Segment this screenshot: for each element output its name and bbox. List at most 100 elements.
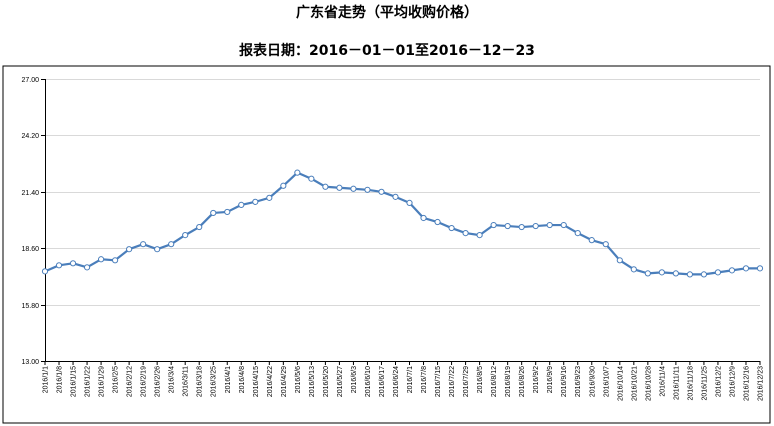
data-point (224, 208, 231, 216)
data-point (252, 198, 259, 205)
x-tick-label: 2016/4/15 (253, 366, 260, 397)
y-tick-label: 24.20 (21, 133, 39, 140)
data-point (686, 271, 694, 278)
data-point (756, 265, 764, 272)
data-point (560, 221, 567, 229)
x-tick-label: 2016/7/1 (407, 366, 414, 393)
data-point (714, 269, 722, 276)
x-tick-label: 2016/12/23 (758, 366, 765, 401)
data-point (266, 194, 273, 201)
x-tick-label: 2016/11/11 (673, 366, 680, 400)
data-point (168, 241, 175, 248)
x-tick-label: 2016/9/23 (575, 366, 582, 397)
data-point (532, 222, 539, 230)
data-point (700, 271, 708, 278)
x-tick-label: 2016/3/25 (211, 366, 218, 397)
x-tick-label: 2016/1/29 (99, 366, 106, 397)
data-point (210, 209, 217, 217)
x-tick-label: 2016/9/2 (533, 366, 540, 393)
x-tick-label: 2016/7/15 (435, 366, 442, 397)
y-tick-label: 18.60 (21, 246, 39, 253)
x-tick-label: 2016/10/28 (645, 366, 652, 401)
data-point (182, 232, 189, 239)
data-point (574, 229, 581, 237)
x-tick-label: 2016/11/25 (701, 366, 708, 401)
data-point (448, 224, 455, 232)
x-tick-label: 2016/9/9 (547, 366, 554, 393)
x-tick-label: 2016/9/16 (561, 366, 568, 397)
data-point (728, 267, 736, 274)
x-tick-label: 2016/7/29 (463, 366, 470, 397)
data-point (378, 188, 385, 195)
x-tick-label: 2016/4/1 (225, 366, 232, 393)
data-point (126, 246, 133, 253)
x-tick-label: 2016/5/27 (337, 366, 344, 397)
x-tick-label: 2016/5/6 (295, 366, 302, 393)
x-tick-label: 2016/2/19 (141, 366, 148, 397)
x-tick-label: 2016/12/9 (729, 366, 736, 397)
data-point (546, 221, 553, 229)
x-tick-label: 2016/11/4 (659, 366, 666, 397)
data-point (140, 241, 147, 248)
x-tick-label: 2016/3/4 (169, 366, 176, 393)
x-tick-label: 2016/8/12 (491, 366, 498, 397)
x-tick-label: 2016/7/22 (449, 366, 456, 397)
chart-title: 广东省走势（平均收购价格） (296, 5, 478, 21)
data-point (41, 268, 49, 275)
x-tick-label: 2016/6/24 (393, 366, 400, 397)
x-tick-label: 2016/2/12 (127, 366, 134, 397)
data-point (196, 223, 203, 231)
chart-subtitle: 报表日期：2016－01－01至2016－12－23 (239, 43, 535, 59)
x-tick-label: 2016/4/22 (267, 366, 274, 397)
data-point (55, 262, 63, 269)
x-tick-label: 2016/1/15 (71, 366, 78, 397)
x-tick-label: 2016/1/1 (43, 366, 50, 393)
x-tick-label: 2016/6/3 (351, 366, 358, 393)
x-tick-label: 2016/7/8 (421, 366, 428, 393)
data-point (154, 246, 161, 253)
data-point (630, 266, 637, 273)
x-tick-label: 2016/10/7 (603, 366, 610, 397)
x-tick-label: 2016/6/10 (365, 366, 372, 397)
x-tick-label: 2016/4/8 (239, 366, 246, 393)
x-tick-label: 2016/11/18 (687, 366, 694, 401)
data-point (588, 237, 595, 244)
x-tick-label: 2016/10/14 (617, 366, 624, 401)
data-point (644, 270, 651, 277)
x-tick-label: 2016/8/5 (477, 366, 484, 393)
data-point (350, 185, 357, 192)
data-point (322, 183, 329, 190)
x-tick-label: 2016/1/22 (85, 366, 92, 397)
x-tick-label: 2016/6/17 (379, 366, 386, 397)
data-point (420, 214, 427, 222)
x-tick-label: 2016/2/5 (113, 366, 120, 393)
x-tick-label: 2016/2/26 (155, 366, 162, 397)
y-tick-label: 21.40 (21, 190, 39, 197)
data-point (504, 222, 511, 230)
x-tick-label: 2016/5/13 (309, 366, 316, 397)
x-tick-label: 2016/10/21 (631, 366, 638, 401)
data-point (616, 257, 623, 264)
y-tick-label: 27.00 (21, 77, 39, 84)
data-point (308, 175, 315, 182)
x-tick-label: 2016/12/16 (743, 366, 750, 401)
data-point (238, 201, 245, 208)
data-point (518, 223, 525, 231)
data-point (742, 265, 750, 272)
data-point (364, 186, 371, 193)
data-point (490, 221, 497, 229)
x-tick-label: 2016/1/8 (57, 366, 64, 393)
data-point (112, 257, 119, 264)
data-point (602, 241, 609, 248)
data-point (280, 182, 287, 189)
y-tick-label: 13.00 (21, 359, 39, 366)
chart-frame (2, 65, 771, 424)
series-line (44, 171, 760, 276)
data-point (406, 199, 413, 206)
x-tick-label: 2016/8/19 (505, 366, 512, 397)
data-point (434, 218, 441, 226)
data-point (83, 264, 91, 271)
x-tick-label: 2016/8/26 (519, 366, 526, 397)
data-point (462, 229, 469, 237)
x-tick-label: 2016/9/30 (589, 366, 596, 397)
